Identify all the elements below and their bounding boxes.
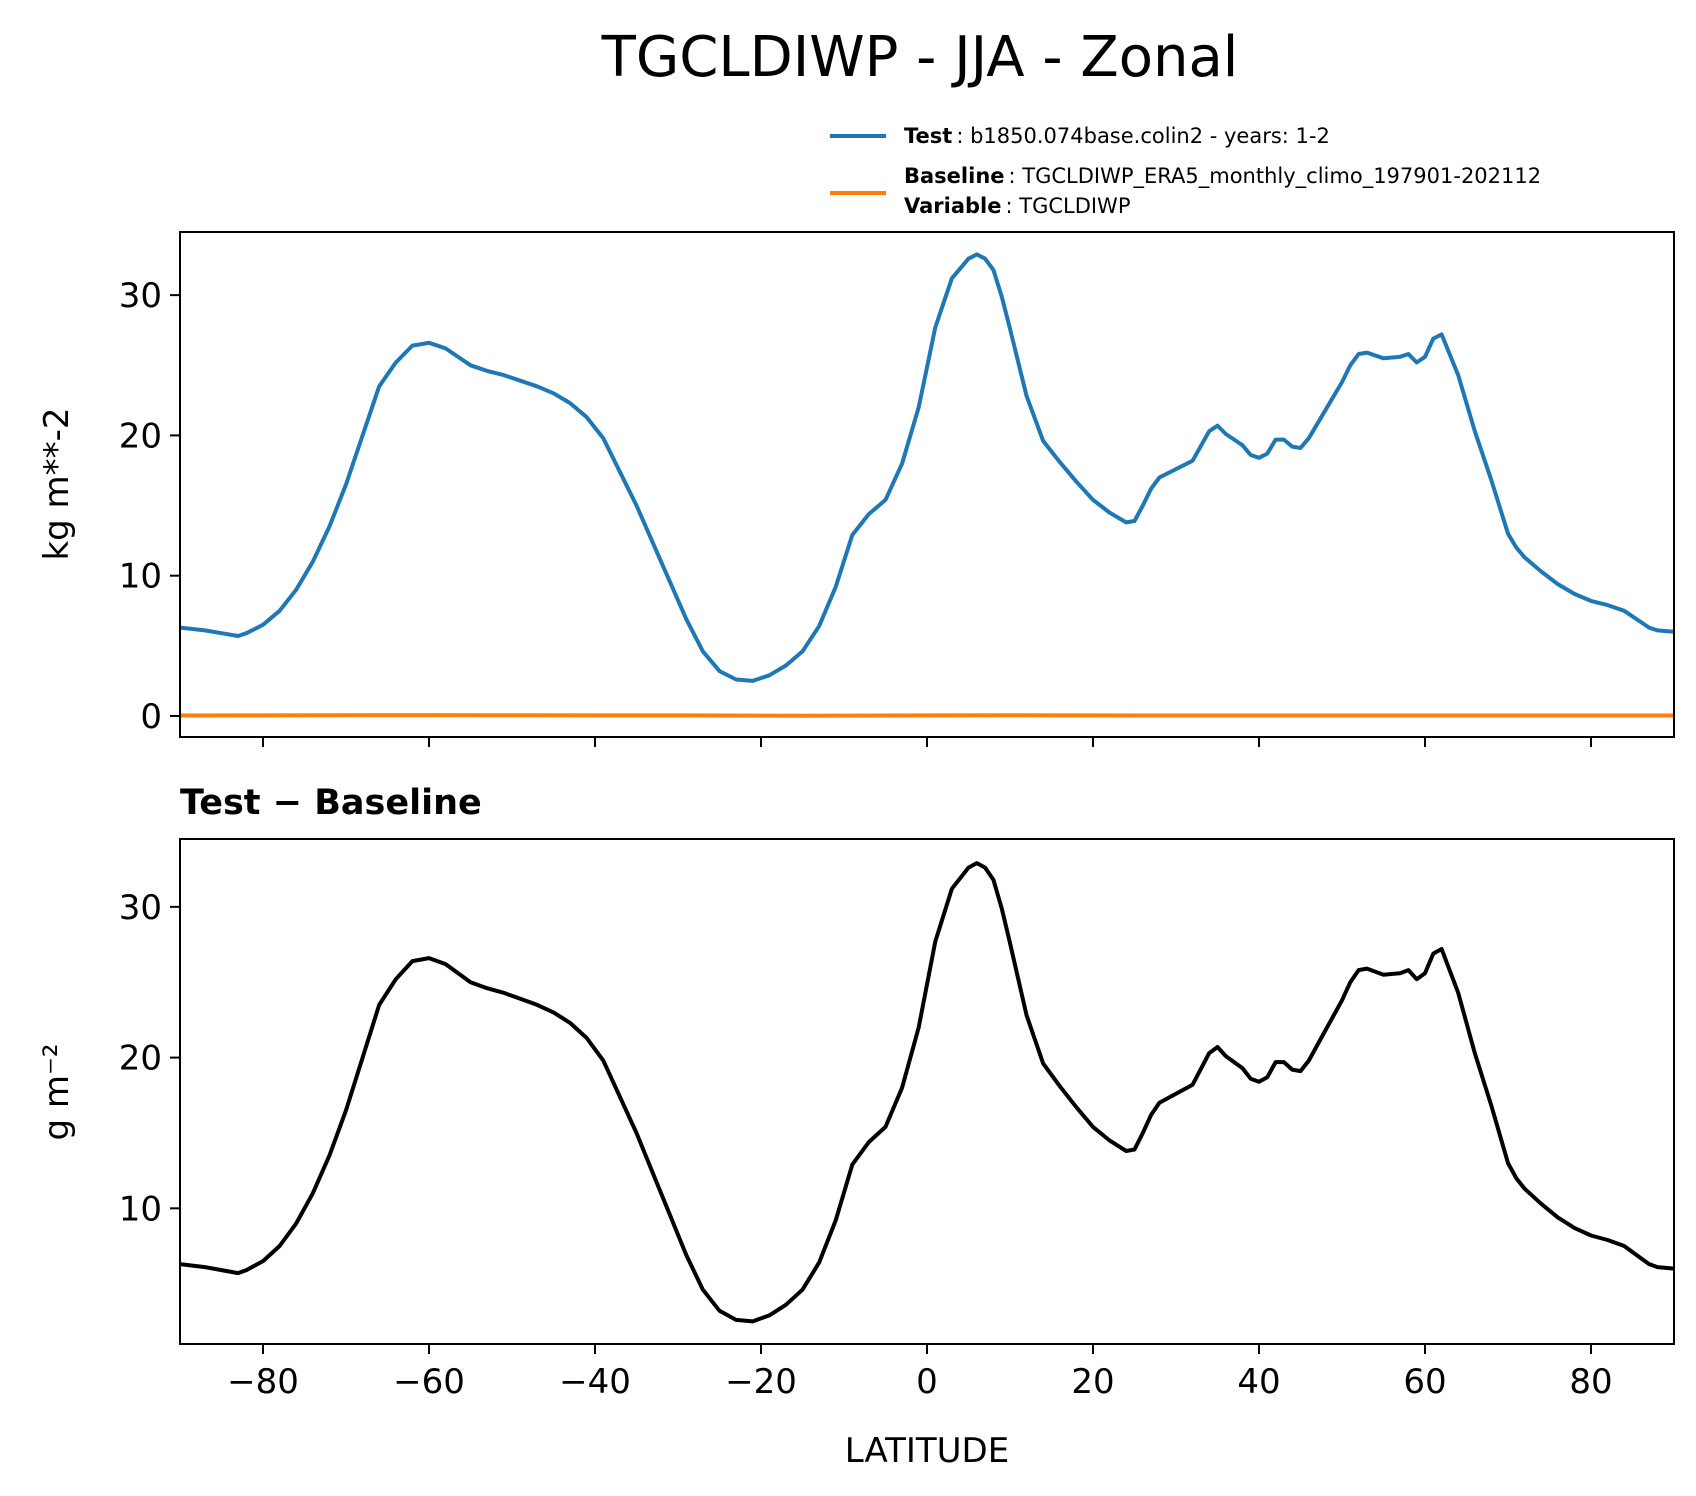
bottom-x-tick-label: −60 bbox=[393, 1362, 465, 1402]
bottom-x-tick-label: 60 bbox=[1403, 1362, 1446, 1402]
legend-baseline-value: : TGCLDIWP_ERA5_monthly_climo_197901-202… bbox=[1009, 164, 1542, 189]
figure-title: TGCLDIWP - JJA - Zonal bbox=[601, 25, 1239, 90]
legend-test-value: : b1850.074base.colin2 - years: 1-2 bbox=[956, 124, 1330, 148]
bottom-y-axis-label: g m⁻² bbox=[37, 1043, 77, 1140]
legend-variable-value: : TGCLDIWP bbox=[1005, 194, 1130, 218]
bottom-series-difference bbox=[179, 861, 1675, 1324]
top-y-axis-label: kg m**-2 bbox=[37, 407, 77, 560]
bottom-x-tick-label: −80 bbox=[227, 1362, 299, 1402]
bottom-x-tick-label: −20 bbox=[725, 1362, 797, 1402]
top-series-test bbox=[179, 252, 1675, 683]
legend-variable-key: Variable bbox=[904, 194, 1001, 218]
bottom-x-tick-label: 80 bbox=[1569, 1362, 1612, 1402]
legend-baseline-key: Baseline bbox=[904, 164, 1005, 188]
bottom-y-tick-label: 10 bbox=[119, 1189, 162, 1229]
top-series-baseline bbox=[179, 713, 1674, 718]
bottom-y-tick-label: 30 bbox=[119, 888, 162, 928]
svg-text:Test: b1850.074base.colin2 - y: Test: b1850.074base.colin2 - years: 1-2 bbox=[904, 124, 1330, 148]
bottom-x-tick-label: 20 bbox=[1071, 1362, 1114, 1402]
svg-text:Baseline: TGCLDIWP_ERA5_monthl: Baseline: TGCLDIWP_ERA5_monthly_climo_19… bbox=[904, 164, 1541, 189]
top-y-tick-label: 20 bbox=[119, 416, 162, 456]
bottom-y-tick-label: 20 bbox=[119, 1039, 162, 1079]
x-axis-label: LATITUDE bbox=[845, 1431, 1009, 1471]
bottom-panel-title: Test − Baseline bbox=[180, 783, 482, 823]
top-plot-area bbox=[179, 231, 1675, 738]
top-y-tick-label: 30 bbox=[119, 276, 162, 316]
top-y-tick-label: 0 bbox=[140, 697, 162, 737]
legend: Test: b1850.074base.colin2 - years: 1-2 … bbox=[830, 124, 1541, 218]
bottom-x-tick-label: 40 bbox=[1237, 1362, 1280, 1402]
top-panel: 0 10 20 30 kg m**-2 bbox=[37, 231, 1675, 747]
bottom-x-tick-label: −40 bbox=[559, 1362, 631, 1402]
top-y-tick-label: 10 bbox=[119, 557, 162, 597]
bottom-plot-area bbox=[179, 838, 1675, 1345]
bottom-panel: Test − Baseline −80 −60 −40 −20 0 20 40 60 80 10 2… bbox=[37, 783, 1675, 1471]
svg-text:Variable: TGCLDIWP: Variable: TGCLDIWP bbox=[904, 194, 1131, 218]
bottom-x-tick-label: 0 bbox=[916, 1362, 938, 1402]
legend-test-key: Test bbox=[904, 124, 952, 148]
